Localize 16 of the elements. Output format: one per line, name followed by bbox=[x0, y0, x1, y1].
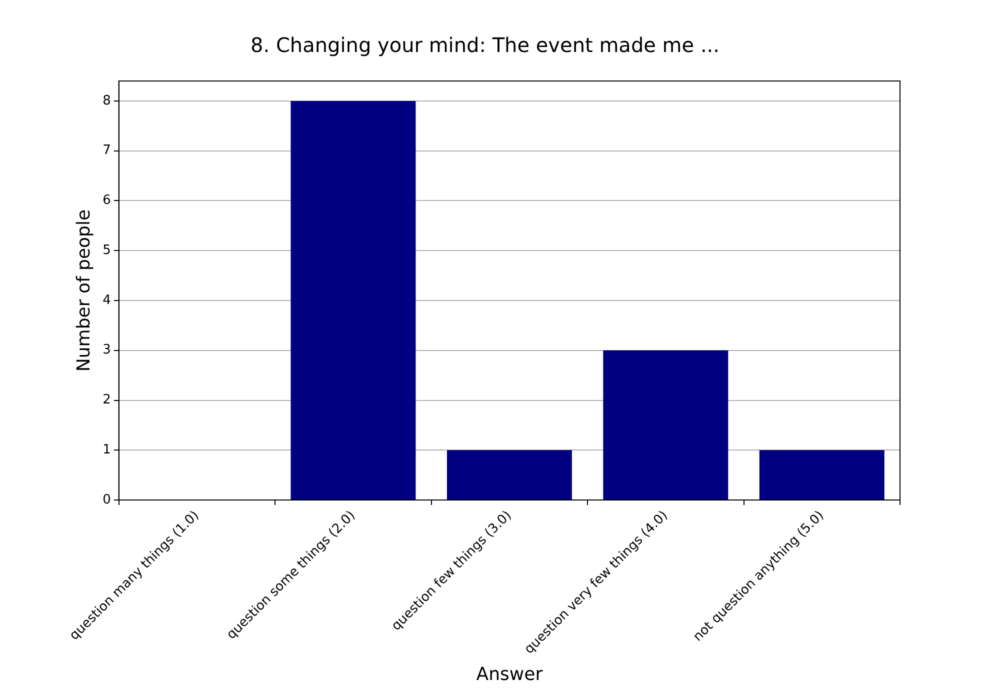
y-tick-label: 2 bbox=[102, 392, 111, 408]
y-tick-label: 6 bbox=[102, 193, 111, 208]
y-tick-label: 4 bbox=[102, 292, 111, 308]
y-axis-title: Number of people bbox=[73, 209, 94, 372]
y-tick-label: 0 bbox=[102, 492, 111, 508]
bar bbox=[603, 350, 728, 500]
bar bbox=[290, 100, 416, 500]
y-tick-label: 3 bbox=[102, 342, 111, 358]
y-tick-label: 5 bbox=[102, 242, 111, 258]
y-tick-label: 1 bbox=[102, 442, 111, 458]
bar bbox=[759, 450, 884, 500]
chart-title: 8. Changing your mind: The event made me ... bbox=[250, 33, 720, 58]
x-axis-title: Answer bbox=[476, 664, 544, 685]
y-tick-label: 8 bbox=[102, 93, 111, 108]
y-tick-label: 7 bbox=[102, 143, 111, 158]
bar bbox=[446, 450, 572, 500]
